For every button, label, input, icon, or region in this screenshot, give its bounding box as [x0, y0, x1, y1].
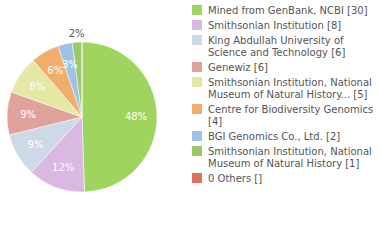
legend-swatch [192, 77, 202, 87]
pie-slice [82, 42, 157, 192]
data-label: 48% [125, 111, 147, 122]
legend: Mined from GenBank, NCBI [30] Smithsonian… [192, 5, 376, 184]
data-label: 9% [28, 139, 44, 150]
legend-swatch [192, 5, 202, 15]
data-label: 6% [47, 65, 63, 76]
legend-swatch [192, 131, 202, 141]
legend-item: Centre for Biodiversity Genomics [4] [192, 104, 376, 127]
legend-label: Mined from GenBank, NCBI [30] [208, 5, 368, 16]
legend-item: King Abdullah University of Science and … [192, 35, 347, 58]
pie-slice [58, 43, 82, 117]
legend-label: Centre for Biodiversity Genomics [4] [208, 104, 376, 127]
data-label: 9% [20, 109, 36, 120]
chart: 48% 12% 9% 9% 8%6%3% 2% Mined from GenBank, NC… [0, 0, 380, 240]
legend-label: 0 Others [] [208, 173, 262, 184]
legend-item: Smithsonian Institution, National Museum… [192, 77, 375, 100]
legend-swatch [192, 35, 202, 45]
pie-slice [82, 42, 83, 117]
legend-label: King Abdullah University of Science and … [208, 35, 347, 58]
legend-item: Genewiz [6] [192, 62, 268, 73]
data-label: 12% [52, 162, 74, 173]
legend-item: BGI Genomics Co., Ltd. [2] [192, 131, 340, 142]
legend-label: Genewiz [6] [208, 62, 268, 73]
legend-item: Mined from GenBank, NCBI [30] [192, 5, 368, 16]
legend-swatch [192, 146, 202, 156]
legend-item: 0 Others [] [192, 173, 262, 184]
legend-label: Smithsonian Institution, National Museum… [208, 77, 375, 100]
pie-slice [72, 42, 82, 117]
legend-item: Smithsonian Institution, National Museum… [192, 146, 375, 169]
legend-label: Smithsonian Institution [8] [208, 20, 341, 31]
legend-swatch [192, 104, 202, 114]
legend-swatch [192, 20, 202, 30]
data-label: 2% [69, 28, 85, 39]
legend-swatch [192, 173, 202, 183]
legend-item: Smithsonian Institution [8] [192, 20, 341, 31]
legend-label: BGI Genomics Co., Ltd. [2] [208, 131, 340, 142]
data-label: 8% [29, 81, 45, 92]
legend-label: Smithsonian Institution, National Museum… [208, 146, 375, 169]
data-label: 3% [62, 59, 78, 70]
pie: 48% 12% 9% 9% 8%6%3% 2% [7, 28, 157, 192]
legend-swatch [192, 62, 202, 72]
